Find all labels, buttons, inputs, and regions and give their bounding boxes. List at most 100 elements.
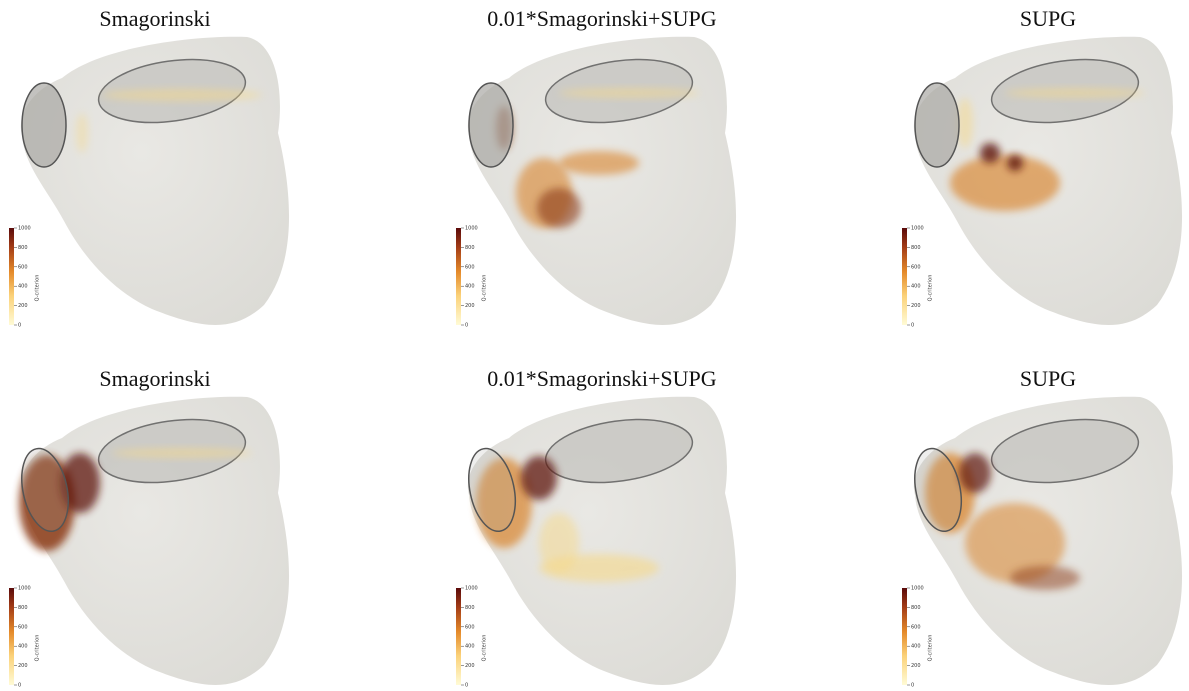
valve-left [914,82,960,168]
colorbar-tick-label: 800 [911,245,921,251]
colorbar-tick-label: 800 [465,245,475,251]
panel-title: Smagorinski [99,6,210,31]
colorbar-tick-label: 600 [911,624,921,630]
colorbar-tick-label: 600 [465,264,475,270]
panel-title: SUPG [1020,366,1076,391]
vortex-region [476,458,532,548]
vortex-region [980,143,1000,163]
colorbar-tick-label: 800 [911,605,921,611]
colorbar: 0 200 400 600 800 1000 Q-criterion [9,226,41,329]
colorbar-tick-label: 800 [18,605,28,611]
panel: 0.01*Smagorinski+SUPG 0 200 400 600 800 1000 Q-… [456,366,737,689]
panel-title: Smagorinski [99,366,210,391]
colorbar-tick-label: 400 [911,644,921,650]
colorbar-tick-label: 600 [465,624,475,630]
colorbar-tick-label: 600 [18,264,28,270]
panel: SUPG 0 200 400 600 800 1000 Q-criterion [902,366,1183,689]
colorbar-tick-label: 0 [465,323,468,329]
colorbar-tick-label: 1000 [911,226,924,232]
colorbar-scale [456,228,461,325]
heart-render [913,36,1183,325]
vortex-region [537,188,581,228]
panel: Smagorinski 0 200 400 600 800 1000 Q-criterion [9,6,290,329]
panel: Smagorinski 0 200 400 600 800 1000 Q-criterion [9,366,290,689]
vortex-region [1010,566,1080,590]
vortex-region [950,155,1060,211]
colorbar-tick-label: 400 [18,284,28,290]
heart-render [913,396,1183,685]
vortex-region [959,453,991,493]
valve-left [21,447,70,532]
colorbar: 0 200 400 600 800 1000 Q-criterion [456,586,488,689]
vortex-region [559,88,699,98]
heart-render [19,396,290,685]
valve-left [21,82,67,168]
colorbar-tick-label: 1000 [465,586,478,592]
vortex-region [521,456,557,500]
colorbar-tick-label: 200 [465,303,475,309]
colorbar-tick-label: 0 [465,683,468,689]
colorbar-label: Q-criterion [35,275,41,302]
panel: 0.01*Smagorinski+SUPG 0 200 400 600 800 1000 Q-… [456,6,737,329]
colorbar-tick-label: 0 [18,323,21,329]
colorbar: 0 200 400 600 800 1000 Q-criterion [9,586,41,689]
colorbar-scale [456,588,461,685]
vortex-region [559,151,639,175]
vortex-region [76,113,88,153]
colorbar-label: Q-criterion [35,635,41,662]
valve-left [914,447,963,532]
vortex-region [957,98,973,148]
colorbar-tick-label: 200 [18,303,28,309]
valve-right [990,418,1140,484]
colorbar-tick-label: 1000 [18,226,31,232]
panel-title: SUPG [1020,6,1076,31]
colorbar-scale [902,588,907,685]
colorbar-tick-label: 400 [18,644,28,650]
colorbar-tick-label: 200 [911,303,921,309]
vortex-region [102,89,262,101]
vortex-region [1007,155,1023,171]
valve-left [468,447,517,532]
heart-render [467,396,737,685]
colorbar-tick-label: 800 [18,245,28,251]
panel-title: 0.01*Smagorinski+SUPG [487,6,716,31]
heart-render [467,36,737,325]
colorbar-tick-label: 800 [465,605,475,611]
colorbar-tick-label: 0 [911,683,914,689]
vortex-region [1005,88,1145,98]
colorbar-tick-label: 400 [465,644,475,650]
colorbar-scale [9,588,14,685]
heart-render [20,36,290,325]
colorbar-tick-label: 400 [465,284,475,290]
colorbar-scale [902,228,907,325]
vortex-region [112,448,252,458]
colorbar-tick-label: 1000 [18,586,31,592]
colorbar-tick-label: 0 [18,683,21,689]
colorbar-label: Q-criterion [928,635,934,662]
colorbar-tick-label: 200 [911,663,921,669]
colorbar: 0 200 400 600 800 1000 Q-criterion [902,226,934,329]
colorbar-label: Q-criterion [928,275,934,302]
heart-surface [467,36,737,325]
vortex-region [965,503,1065,583]
valve-left [468,82,514,168]
colorbar-tick-label: 1000 [465,226,478,232]
colorbar: 0 200 400 600 800 1000 Q-criterion [902,586,934,689]
colorbar-tick-label: 200 [465,663,475,669]
panel-title: 0.01*Smagorinski+SUPG [487,366,716,391]
colorbar: 0 200 400 600 800 1000 Q-criterion [456,226,488,329]
colorbar-label: Q-criterion [482,275,488,302]
colorbar-label: Q-criterion [482,635,488,662]
colorbar-tick-label: 600 [911,264,921,270]
heart-surface [20,36,290,325]
colorbar-tick-label: 1000 [911,586,924,592]
colorbar-tick-label: 200 [18,663,28,669]
colorbar-tick-label: 400 [911,284,921,290]
vortex-region [539,513,579,573]
colorbar-scale [9,228,14,325]
colorbar-tick-label: 600 [18,624,28,630]
colorbar-tick-label: 0 [911,323,914,329]
vortex-region [60,453,100,513]
panel: SUPG 0 200 400 600 800 1000 Q-criterion [902,6,1183,329]
